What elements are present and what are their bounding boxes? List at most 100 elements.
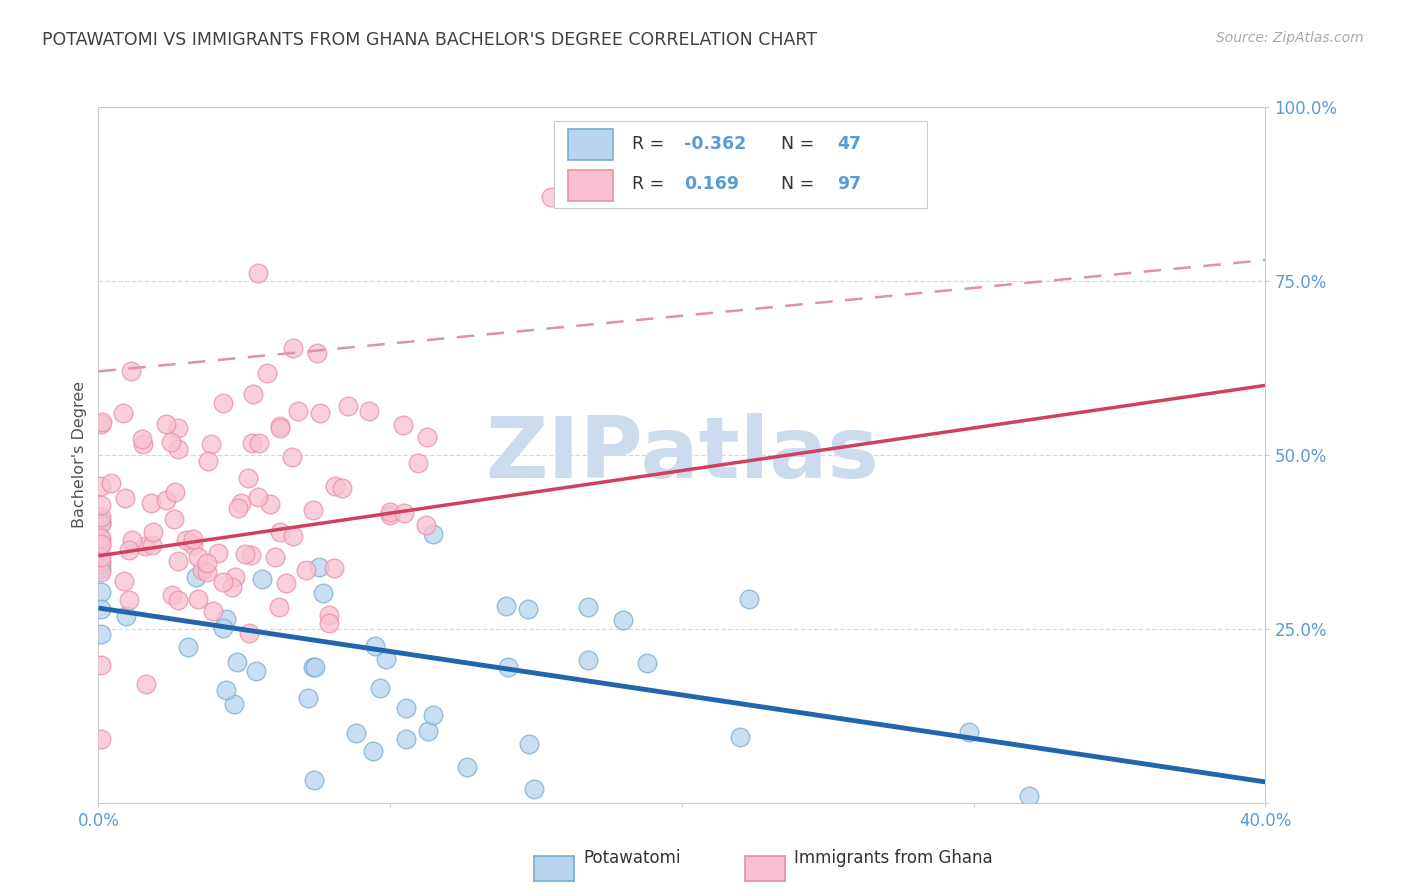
Point (166, 553, 188, 567)
Point (378, 505, 401, 519)
Point (259, 497, 281, 511)
Point (378, 508, 401, 523)
Point (90, 532, 112, 546)
Point (269, 420, 291, 434)
Point (233, 547, 256, 561)
Text: POTAWATOMI VS IMMIGRANTS FROM GHANA BACHELOR'S DEGREE CORRELATION CHART: POTAWATOMI VS IMMIGRANTS FROM GHANA BACH… (42, 31, 817, 49)
Point (90, 499, 112, 513)
Point (214, 683, 236, 698)
Point (200, 437, 222, 451)
Point (183, 537, 205, 551)
Point (134, 539, 156, 553)
Point (221, 580, 243, 594)
Point (160, 434, 183, 449)
Point (308, 560, 330, 574)
Point (195, 566, 218, 580)
Point (212, 395, 235, 409)
Point (167, 421, 190, 435)
Point (416, 430, 439, 444)
Point (304, 660, 326, 674)
Point (90, 417, 112, 431)
Point (90, 517, 112, 532)
Point (281, 341, 304, 355)
Point (246, 490, 269, 504)
Point (165, 485, 187, 500)
Point (118, 592, 141, 607)
Text: Source: ZipAtlas.com: Source: ZipAtlas.com (1216, 31, 1364, 45)
Point (226, 500, 249, 515)
Point (90, 514, 112, 528)
Point (90, 554, 112, 568)
Text: Potawatomi: Potawatomi (583, 849, 681, 867)
Point (357, 404, 380, 418)
Point (416, 724, 439, 739)
Point (361, 744, 384, 758)
Point (245, 665, 267, 679)
Point (197, 556, 219, 570)
Point (247, 266, 270, 280)
Point (142, 524, 165, 539)
Point (212, 575, 235, 590)
Point (323, 479, 346, 493)
Point (957, 725, 980, 739)
Point (516, 602, 538, 616)
Point (90, 585, 112, 599)
Point (406, 456, 429, 470)
Point (224, 570, 246, 584)
Point (242, 387, 264, 401)
Point (738, 592, 761, 607)
Point (90, 533, 112, 548)
Point (163, 512, 186, 526)
Point (184, 570, 207, 584)
Point (90, 479, 112, 493)
Point (131, 437, 153, 451)
Point (90, 516, 112, 530)
Point (90, 415, 112, 429)
Text: ZIPatlas: ZIPatlas (485, 413, 879, 497)
Point (212, 621, 235, 635)
Point (612, 613, 634, 627)
Point (302, 772, 325, 787)
Point (517, 737, 540, 751)
Point (252, 573, 274, 587)
Point (90, 509, 112, 524)
Point (415, 517, 437, 532)
Point (264, 550, 287, 565)
Point (121, 533, 143, 547)
Point (330, 481, 353, 495)
Point (269, 600, 291, 615)
Point (728, 730, 751, 744)
Point (197, 454, 219, 468)
Point (307, 346, 329, 360)
Point (1018, 789, 1040, 803)
Point (456, 760, 478, 774)
Point (495, 599, 517, 614)
Point (90, 537, 112, 551)
Point (135, 677, 157, 691)
Point (120, 364, 142, 378)
Point (90, 550, 112, 565)
Point (247, 436, 270, 450)
Point (131, 432, 153, 446)
Point (269, 419, 291, 434)
Point (166, 592, 188, 607)
Point (224, 698, 246, 712)
Point (176, 533, 198, 547)
Point (239, 548, 262, 562)
Point (318, 607, 340, 622)
Point (395, 701, 418, 715)
Point (392, 418, 415, 433)
Point (90, 557, 112, 571)
Point (90, 627, 112, 641)
Point (238, 626, 260, 640)
Point (238, 471, 260, 485)
Point (287, 403, 309, 417)
Point (308, 406, 330, 420)
Point (181, 532, 204, 546)
Point (318, 615, 340, 630)
Point (112, 574, 135, 589)
Point (368, 681, 391, 695)
Point (155, 417, 177, 431)
Y-axis label: Bachelor's Degree: Bachelor's Degree (72, 382, 87, 528)
Point (301, 659, 323, 673)
